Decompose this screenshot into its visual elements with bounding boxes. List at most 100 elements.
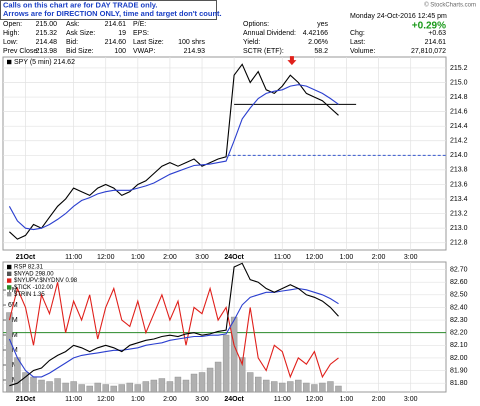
x-tick-label: 2:00 <box>372 396 386 403</box>
quote-label: P/E: <box>133 21 146 28</box>
x-tick-label: 2:00 <box>372 254 386 261</box>
quote-value: 215.00 <box>36 21 58 28</box>
volume-bar <box>46 381 53 393</box>
quote-value: 2.06% <box>308 39 328 46</box>
x-tick-label: 24Oct <box>224 254 244 261</box>
y2-tick-label: 7M <box>8 287 18 294</box>
quote-label: Prev Close: <box>3 48 39 55</box>
y-tick-label: 214.4 <box>450 123 468 130</box>
y-tick-label: 214.0 <box>450 152 468 159</box>
quote-label: Annual Dividend: <box>243 30 296 37</box>
volume-bar <box>271 381 278 393</box>
y-tick-label: 213.0 <box>450 225 468 232</box>
plot-frame <box>2 56 447 251</box>
volume-bar <box>78 384 85 393</box>
volume-bar <box>86 385 93 393</box>
quote-value: 214.61 <box>425 39 447 46</box>
y-tick-label: 81.80 <box>450 380 468 387</box>
notice-line: Calls on this chart are for DAY TRADE on… <box>3 0 157 9</box>
y2-tick-label: 5M <box>8 317 18 324</box>
volume-bar <box>255 376 262 393</box>
quote-value: yes <box>317 21 328 28</box>
x-tick-label: 3:00 <box>195 396 209 403</box>
x-tick-label: 12:00 <box>306 396 324 403</box>
y-tick-label: 215.0 <box>450 79 468 86</box>
quote-value: +0.63 <box>428 30 446 37</box>
series-line <box>9 262 339 387</box>
y-tick-label: 82.30 <box>450 317 468 324</box>
x-tick-label: 11:00 <box>65 254 82 261</box>
quote-value: 214.93 <box>184 48 206 55</box>
y-tick-label: 82.70 <box>450 266 468 273</box>
legend-swatch <box>7 292 12 297</box>
y-tick-label: 213.8 <box>450 167 468 174</box>
quote-label: VWAP: <box>133 48 155 55</box>
volume-bar <box>62 382 69 393</box>
quote-value: 27,810,072 <box>411 48 446 55</box>
legend-label: $TICK -102.00 <box>14 285 54 291</box>
volume-bar <box>327 381 334 393</box>
volume-bar <box>206 367 214 393</box>
quote-label: Chg: <box>350 30 365 37</box>
quote-date: Monday 24-Oct-2016 12:45 pm <box>350 13 447 20</box>
volume-bar <box>94 382 101 393</box>
legend-swatch <box>7 271 12 276</box>
quote-value: 214.60 <box>105 39 127 46</box>
y2-tick-label: 2M <box>8 362 18 369</box>
quote-value: 19 <box>118 30 126 37</box>
quote-value: 4.42166 <box>303 30 328 37</box>
volume-bar <box>14 357 21 393</box>
quote-value: 214.48 <box>36 39 58 46</box>
volume-bar <box>214 361 222 393</box>
copyright: © StockCharts.com <box>424 2 476 9</box>
y-tick-label: 213.2 <box>450 210 468 217</box>
y-tick-label: 82.60 <box>450 279 468 286</box>
legend-swatch <box>7 59 12 65</box>
volume-bar <box>198 372 206 393</box>
quote-label: High: <box>3 30 19 37</box>
x-tick-label: 11:00 <box>65 396 82 403</box>
x-tick-label: 12:00 <box>306 254 324 261</box>
quote-label: Open: <box>3 21 22 28</box>
volume-bar <box>30 376 37 393</box>
x-tick-label: 1:00 <box>131 254 145 261</box>
volume-bar <box>287 381 294 393</box>
volume-bar <box>279 382 286 393</box>
volume-bar <box>110 385 117 393</box>
volume-bar <box>263 379 270 393</box>
x-tick-label: 21Oct <box>16 396 36 403</box>
x-tick-label: 12:00 <box>97 396 115 403</box>
x-tick-label: 12:00 <box>97 254 115 261</box>
x-tick-label: 3:00 <box>195 254 209 261</box>
legend-label: RSP 82.31 <box>14 265 44 271</box>
volume-bar <box>158 378 166 393</box>
quote-label: Bid: <box>66 39 78 46</box>
volume-bar <box>54 378 61 393</box>
volume-bar <box>246 372 254 393</box>
y-tick-label: 82.00 <box>450 355 468 362</box>
y2-tick-label: 3M <box>8 347 18 354</box>
volume-bar <box>22 372 29 393</box>
x-tick-label: 1:00 <box>131 396 145 403</box>
y-tick-label: 212.8 <box>450 240 468 247</box>
x-tick-label: 24Oct <box>224 396 244 403</box>
y-tick-label: 213.6 <box>450 181 468 188</box>
legend-swatch <box>7 285 12 290</box>
y-tick-label: 214.6 <box>450 108 468 115</box>
y-tick-label: 82.10 <box>450 342 468 349</box>
volume-bar <box>230 316 238 393</box>
legend-label: SPY (5 min) 214.62 <box>14 59 75 66</box>
quote-value: 213.98 <box>36 48 58 55</box>
quote-value: 100 <box>114 48 126 55</box>
y-tick-label: 213.4 <box>450 196 468 203</box>
series-line <box>9 63 339 240</box>
y-tick-label: 82.40 <box>450 304 468 311</box>
quote-value: 58.2 <box>314 48 328 55</box>
legend-label: $TRIN 1.35 <box>14 292 45 298</box>
x-tick-label: 3:00 <box>404 254 418 261</box>
volume-bar <box>134 384 142 393</box>
y-tick-label: 81.90 <box>450 367 468 374</box>
y-tick-label: 214.8 <box>450 94 468 101</box>
quote-value: 100 shrs <box>178 39 205 46</box>
